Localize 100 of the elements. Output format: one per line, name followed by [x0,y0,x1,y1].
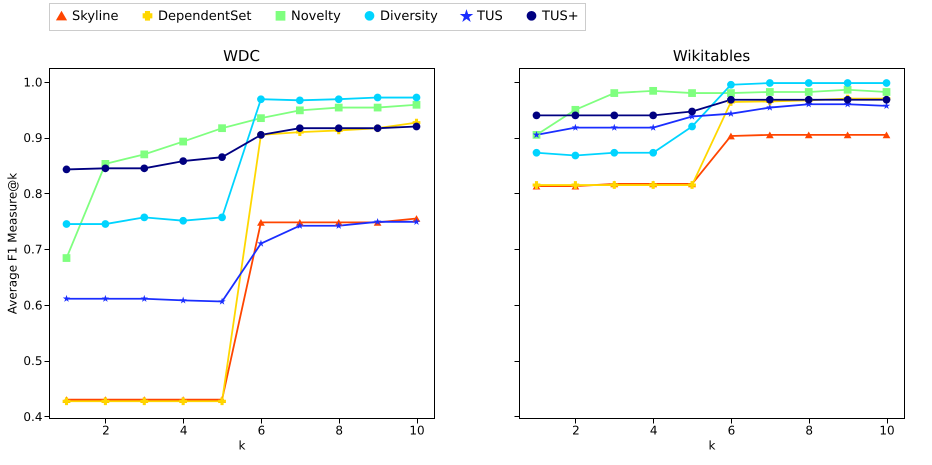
point [179,296,187,304]
point [140,397,148,406]
point [572,112,580,120]
point [766,79,774,87]
point [296,222,304,229]
point [374,104,382,112]
x-tick-label: 4 [650,424,658,438]
y-tick-label: 0.5 [23,354,42,368]
x-tick-label: 8 [335,424,344,438]
x-tick-label: 10 [409,424,425,438]
chart-title: Wikitables [672,47,750,65]
point [62,254,70,262]
y-tick-label: 0.4 [23,410,42,424]
point [257,240,265,247]
legend-label: TUS [476,9,503,24]
point [766,88,774,96]
point [140,294,148,302]
x-tick-label: 2 [102,424,110,438]
x-tick-label: 10 [879,424,895,438]
point [844,132,852,138]
point [335,222,342,229]
point [412,218,420,225]
point [62,397,70,406]
x-tick-label: 8 [805,424,814,438]
point [610,124,618,131]
point [844,86,852,94]
chart-title: WDC [223,47,260,65]
point [218,397,226,406]
point [296,106,304,114]
point [844,79,852,87]
point [296,124,304,132]
point [412,94,420,102]
x-axis-title: k [708,438,716,452]
point [804,79,813,87]
x-tick-label: 6 [258,424,266,438]
y-tick-label: 0.7 [23,242,42,257]
y-axis-title: Average F1 Measure@k [5,172,20,314]
point [412,122,420,130]
point [218,124,226,132]
x-axis-title: k [238,438,246,452]
point [688,122,696,130]
point [727,96,735,104]
y-tick-label: 1.0 [23,75,42,90]
point [610,112,618,120]
point [102,294,110,302]
point [882,132,890,138]
point [727,132,735,140]
point [572,152,580,160]
point [140,214,148,222]
point [532,148,540,157]
point [62,294,70,302]
point [140,150,148,158]
point [766,132,774,138]
point [766,104,774,111]
legend-label: Skyline [72,9,118,24]
point [296,96,304,104]
point [804,132,813,138]
point [412,100,420,109]
point [649,86,658,95]
point [374,94,382,102]
x-tick-label: 4 [180,424,188,438]
point [334,95,343,104]
y-tick-label: 0.8 [23,186,42,201]
point [179,397,188,406]
point [727,89,735,97]
point [179,157,188,165]
legend-label: Novelty [291,8,342,24]
y-tick-label: 0.6 [23,298,42,312]
point [882,79,890,87]
point [334,124,343,132]
point [218,214,226,222]
point [610,89,618,97]
point [334,104,343,112]
point [218,153,226,162]
point [218,298,226,305]
legend-label: TUS+ [541,8,579,24]
point [102,220,110,228]
point [649,148,658,157]
x-tick-label: 2 [572,424,580,438]
legend-label: Diversity [380,8,438,24]
x-tick-label: 6 [728,424,736,438]
point [179,138,188,146]
point [882,88,890,96]
y-tick-label: 0.9 [23,131,42,146]
legend-label: DependentSet [158,8,252,24]
point [102,397,110,406]
point [62,166,70,174]
point [257,219,265,226]
point [62,220,70,228]
point [102,164,110,172]
point [649,112,658,120]
point [610,148,618,157]
point [140,164,148,172]
point [179,216,188,225]
point [257,95,265,104]
point [532,112,540,120]
point [257,114,265,122]
point [688,89,696,97]
point [688,108,696,116]
point [727,80,735,89]
